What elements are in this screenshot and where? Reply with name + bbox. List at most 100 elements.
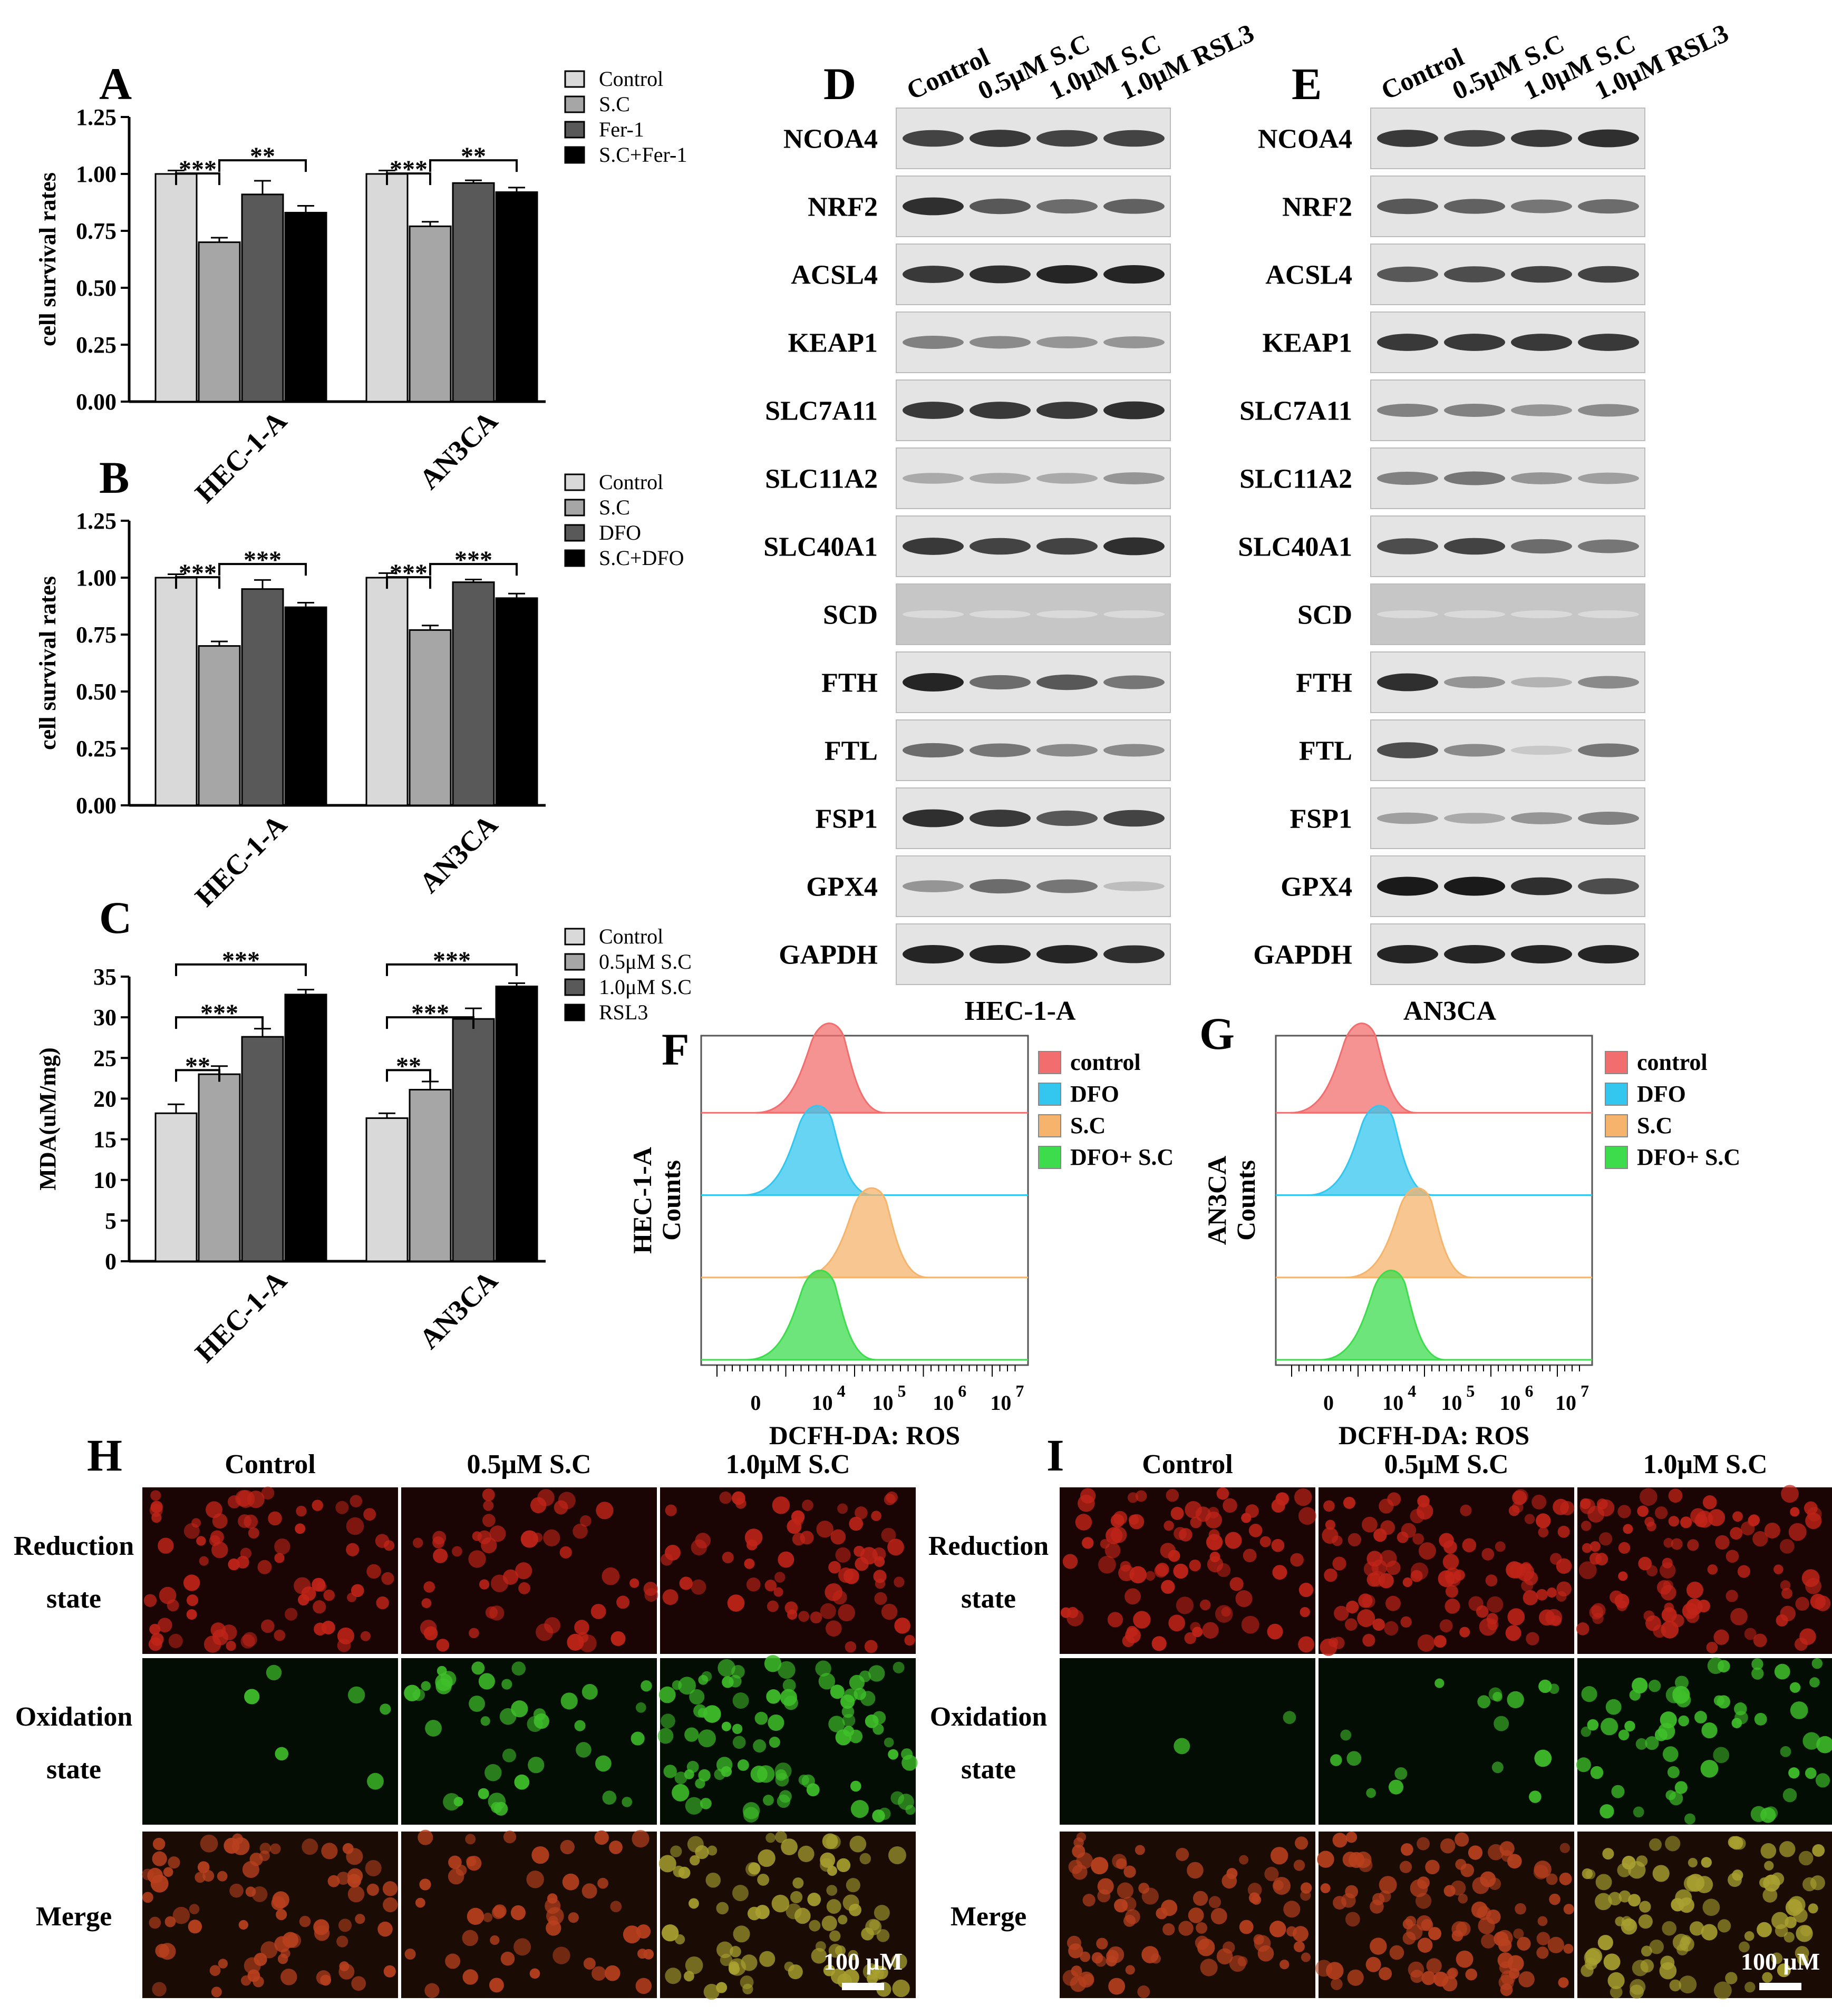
blot-band: [1377, 404, 1438, 417]
cell: [685, 1797, 703, 1815]
legend-label: S.C: [1637, 1113, 1672, 1138]
y-tick-label: 30: [93, 1005, 117, 1030]
cell: [1795, 1638, 1808, 1651]
cell: [875, 1579, 886, 1589]
cell: [1108, 1978, 1126, 1995]
cell: [1495, 1541, 1506, 1552]
bar-chart-b: 0.00 0.25 0.50 0.75 1.00 1.25 cell survival ra…: [35, 470, 684, 912]
cell: [1632, 1677, 1648, 1694]
cell: [1365, 1956, 1381, 1972]
cell: [1513, 1928, 1524, 1939]
cell: [534, 1713, 549, 1729]
cell: [684, 1971, 694, 1982]
blot-band: [1377, 130, 1438, 147]
cell: [581, 1883, 597, 1899]
cell: [869, 1966, 884, 1981]
cell: [489, 1525, 506, 1542]
protein-label: FTH: [1296, 668, 1352, 698]
x-tick-exponent: 5: [1466, 1381, 1475, 1400]
blot-band: [970, 402, 1031, 419]
cell: [320, 1974, 332, 1986]
cell: [716, 1982, 728, 1993]
cell: [798, 1845, 815, 1863]
blot-band: [1511, 334, 1572, 351]
legend-label: DFO: [1637, 1081, 1686, 1107]
cell: [861, 1927, 874, 1941]
cell: [786, 1903, 802, 1920]
cell: [1667, 1766, 1680, 1778]
scale-bar-label: 100 μM: [1741, 1948, 1820, 1975]
cell: [172, 1906, 190, 1924]
y-tick-label: 0.00: [76, 389, 117, 415]
cell: [1196, 1922, 1208, 1934]
cell: [1106, 1955, 1117, 1966]
y-tick-label: 0: [105, 1249, 117, 1274]
cell: [467, 1907, 484, 1925]
category-label: AN3CA: [413, 405, 504, 495]
cell: [1536, 1589, 1548, 1601]
cell: [1802, 1877, 1817, 1892]
cell: [1747, 1515, 1759, 1527]
significance-label: ***: [200, 999, 238, 1027]
cell: [1534, 1749, 1552, 1767]
cell: [1640, 1959, 1654, 1973]
cell: [604, 1965, 621, 1981]
microscopy: Control 0.5μM S.C 1.0μM S.C Reduction state O…: [14, 1449, 1832, 2000]
blot-band: [1103, 472, 1165, 484]
cell: [876, 1929, 890, 1942]
cell: [729, 1674, 742, 1688]
cell: [1610, 1985, 1623, 1999]
cell: [253, 1976, 264, 1988]
cell: [1628, 1894, 1641, 1907]
cell: [1730, 1608, 1748, 1625]
cell: [1358, 1593, 1373, 1608]
cell: [1684, 1813, 1695, 1825]
y-tick-label: 35: [93, 964, 117, 990]
cell: [1162, 1923, 1175, 1936]
cell: [864, 1640, 878, 1653]
cell: [274, 1538, 290, 1555]
cell: [1348, 1533, 1361, 1546]
cell: [277, 1953, 288, 1964]
cell: [1596, 1498, 1608, 1509]
cell: [753, 1739, 767, 1753]
protein-label: FTL: [825, 736, 878, 766]
cell: [163, 1867, 173, 1877]
x-tick-label: 10: [990, 1391, 1011, 1415]
significance-label: ***: [222, 947, 260, 975]
blot-band: [1444, 538, 1505, 555]
cell: [732, 1491, 745, 1505]
cell: [1295, 1836, 1308, 1850]
cell: [672, 1784, 690, 1801]
cell: [404, 1949, 416, 1960]
cell: [1639, 1901, 1651, 1913]
cell: [1529, 1790, 1542, 1803]
cell: [828, 1716, 845, 1732]
blot-band: [1103, 130, 1165, 147]
cell: [1241, 1615, 1259, 1634]
cell: [774, 1572, 786, 1583]
cell: [684, 1727, 699, 1742]
blot-band: [1036, 744, 1098, 757]
cell: [732, 1723, 743, 1735]
cell: [1531, 1494, 1547, 1509]
legend-swatch: [564, 978, 585, 996]
cell: [443, 1793, 461, 1811]
blot-band: [1377, 610, 1438, 619]
cell: [583, 1957, 596, 1970]
cell: [596, 1502, 614, 1520]
cell: [750, 1766, 768, 1783]
cell: [1641, 1945, 1652, 1957]
cell: [1300, 1882, 1312, 1894]
cell: [1080, 1488, 1096, 1504]
category-label: HEC-1-A: [189, 809, 293, 912]
cell: [240, 1975, 251, 1986]
cell: [1127, 1492, 1139, 1503]
cell: [1389, 1945, 1404, 1960]
cell: [828, 1944, 842, 1958]
cell: [820, 1603, 836, 1619]
cell: [151, 1512, 162, 1523]
cell: [1785, 1916, 1797, 1929]
lane-label: Control: [1377, 42, 1468, 105]
